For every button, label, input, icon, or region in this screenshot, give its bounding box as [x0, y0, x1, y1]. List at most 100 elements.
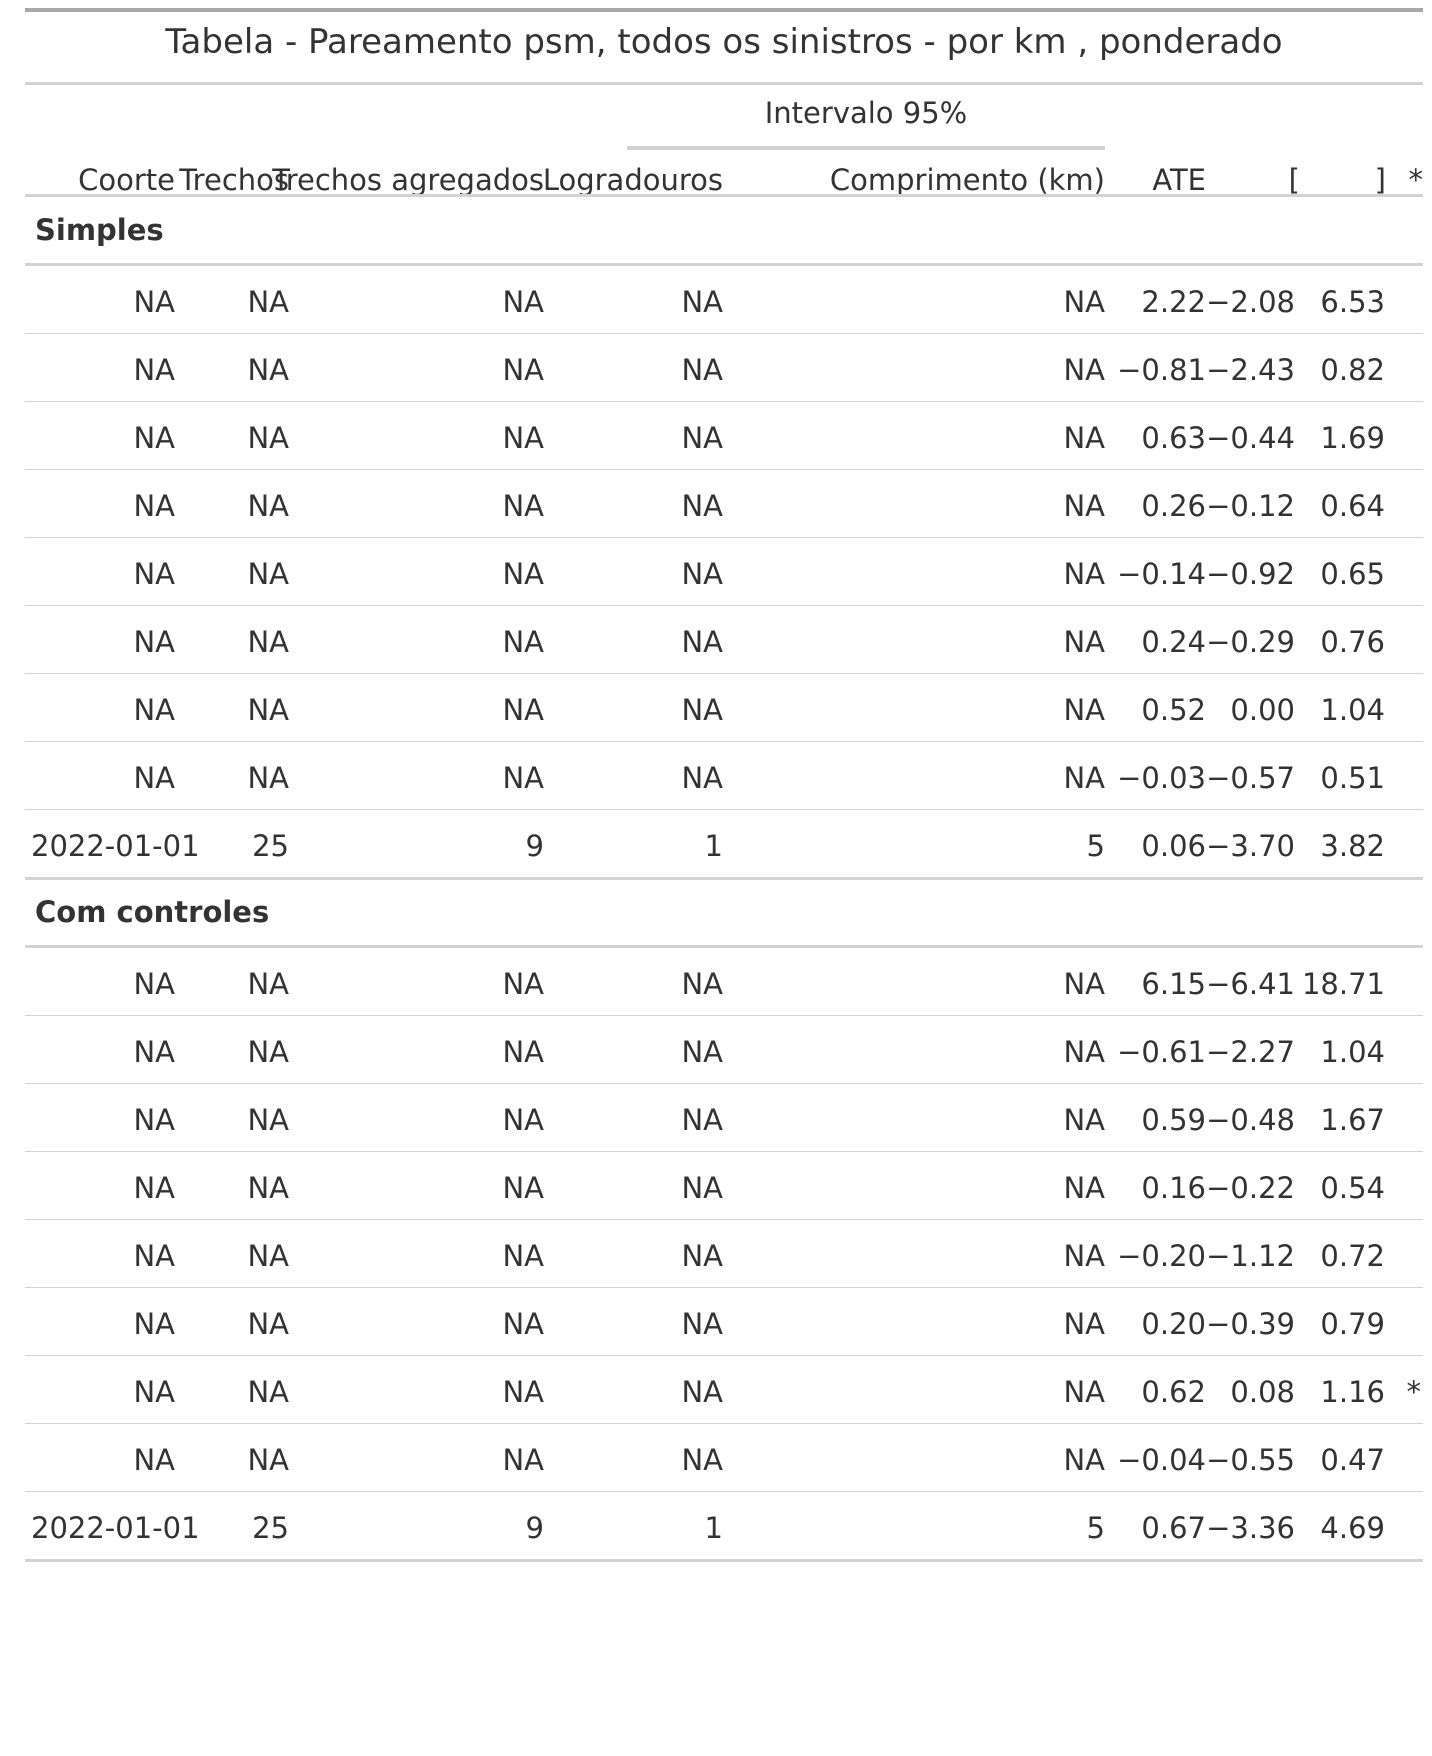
group-end-rule: [25, 877, 1423, 880]
row-separator: [25, 605, 1423, 606]
table-row: NA NA NA NA NA 0.52 0.00 1.04: [25, 675, 1423, 749]
cell-trechos: 25: [252, 1511, 289, 1545]
cell-ci-lower: 0.00: [1230, 693, 1295, 727]
table-row: NA NA NA NA NA −0.81 −2.43 0.82: [25, 335, 1423, 409]
table-row: NA NA NA NA NA 0.63 −0.44 1.69: [25, 403, 1423, 477]
cell-ci-lower: −1.12: [1206, 1239, 1295, 1273]
cell-trechos: NA: [247, 1103, 289, 1137]
cell-coorte: 2022-01-01: [31, 829, 200, 863]
cell-coorte: NA: [133, 1307, 175, 1341]
cell-trechos: NA: [247, 489, 289, 523]
cell-coorte: NA: [133, 967, 175, 1001]
cell-ate: −0.04: [1117, 1443, 1206, 1477]
cell-logradouros: NA: [681, 693, 723, 727]
cell-trechos: NA: [247, 625, 289, 659]
table-row: NA NA NA NA NA −0.14 −0.92 0.65: [25, 539, 1423, 613]
group-end-rule: [25, 1559, 1423, 1562]
col-header-ate: ATE: [1152, 163, 1206, 197]
group-rule: [25, 263, 1423, 266]
cell-trechos-agregados: NA: [502, 1443, 544, 1477]
cell-ate: 0.16: [1141, 1171, 1206, 1205]
cell-ate: −0.81: [1117, 353, 1206, 387]
cell-comprimento: 5: [1086, 829, 1105, 863]
cell-logradouros: NA: [681, 353, 723, 387]
cell-trechos-agregados: 9: [525, 1511, 544, 1545]
group-rule: [25, 945, 1423, 948]
cell-ci-upper: 1.69: [1320, 421, 1385, 455]
cell-trechos-agregados: 9: [525, 829, 544, 863]
cell-ate: 0.24: [1141, 625, 1206, 659]
cell-logradouros: NA: [681, 1239, 723, 1273]
cell-ate: −0.14: [1117, 557, 1206, 591]
group-label: Simples: [35, 213, 164, 247]
cell-trechos: NA: [247, 557, 289, 591]
cell-trechos-agregados: NA: [502, 967, 544, 1001]
table-row: NA NA NA NA NA 0.59 −0.48 1.67: [25, 1085, 1423, 1159]
table-row: NA NA NA NA NA 0.26 −0.12 0.64: [25, 471, 1423, 545]
cell-ate: −0.03: [1117, 761, 1206, 795]
cell-logradouros: NA: [681, 1307, 723, 1341]
cell-ci-lower: −0.22: [1206, 1171, 1295, 1205]
cell-ci-lower: −3.36: [1206, 1511, 1295, 1545]
cell-trechos-agregados: NA: [502, 1035, 544, 1069]
cell-coorte: NA: [133, 1035, 175, 1069]
cell-ci-lower: −0.12: [1206, 489, 1295, 523]
row-separator: [25, 741, 1423, 742]
table-row: 2022-01-01 25 9 1 5 0.06 −3.70 3.82: [25, 811, 1423, 885]
table-row: 2022-01-01 25 9 1 5 0.67 −3.36 4.69: [25, 1493, 1423, 1567]
cell-comprimento: NA: [1063, 625, 1105, 659]
cell-trechos: NA: [247, 967, 289, 1001]
cell-trechos: NA: [247, 1443, 289, 1477]
cell-ci-lower: −2.43: [1206, 353, 1295, 387]
cell-trechos: NA: [247, 693, 289, 727]
row-separator: [25, 1491, 1423, 1492]
cell-logradouros: 1: [704, 829, 723, 863]
cell-logradouros: NA: [681, 557, 723, 591]
cell-trechos-agregados: NA: [502, 1375, 544, 1409]
row-separator: [25, 809, 1423, 810]
cell-ci-upper: 0.54: [1320, 1171, 1385, 1205]
cell-trechos-agregados: NA: [502, 489, 544, 523]
cell-ci-upper: 0.72: [1320, 1239, 1385, 1273]
col-header-trechos: Trechos: [179, 163, 289, 197]
cell-logradouros: NA: [681, 421, 723, 455]
cell-ate: 0.59: [1141, 1103, 1206, 1137]
cell-comprimento: NA: [1063, 693, 1105, 727]
cell-trechos-agregados: NA: [502, 1239, 544, 1273]
table-row: NA NA NA NA NA −0.61 −2.27 1.04: [25, 1017, 1423, 1091]
row-separator: [25, 1015, 1423, 1016]
cell-coorte: NA: [133, 489, 175, 523]
cell-comprimento: NA: [1063, 1307, 1105, 1341]
row-separator: [25, 1287, 1423, 1288]
col-header-comprimento: Comprimento (km): [829, 163, 1105, 197]
cell-ci-lower: −2.08: [1206, 285, 1295, 319]
cell-ci-upper: 3.82: [1320, 829, 1385, 863]
cell-ci-lower: −0.48: [1206, 1103, 1295, 1137]
cell-comprimento: NA: [1063, 967, 1105, 1001]
row-separator: [25, 1423, 1423, 1424]
cell-comprimento: NA: [1063, 557, 1105, 591]
table-row: NA NA NA NA NA −0.03 −0.57 0.51: [25, 743, 1423, 817]
cell-ate: 0.67: [1141, 1511, 1206, 1545]
col-header-trechos-agregados: Trechos agregados: [272, 163, 544, 197]
cell-comprimento: NA: [1063, 1035, 1105, 1069]
cell-logradouros: NA: [681, 761, 723, 795]
col-header-significance: *: [1408, 163, 1424, 197]
group-label: Com controles: [35, 895, 270, 929]
title-rule: [25, 82, 1423, 85]
cell-coorte: NA: [133, 693, 175, 727]
cell-ci-upper: 0.79: [1320, 1307, 1385, 1341]
cell-trechos: NA: [247, 761, 289, 795]
cell-logradouros: NA: [681, 1375, 723, 1409]
cell-trechos-agregados: NA: [502, 557, 544, 591]
cell-comprimento: NA: [1063, 285, 1105, 319]
cell-ci-lower: −0.55: [1206, 1443, 1295, 1477]
cell-coorte: NA: [133, 353, 175, 387]
cell-ci-upper: 0.64: [1320, 489, 1385, 523]
cell-ate: 2.22: [1141, 285, 1206, 319]
cell-ate: 0.62: [1141, 1375, 1206, 1409]
cell-coorte: NA: [133, 421, 175, 455]
row-separator: [25, 469, 1423, 470]
row-separator: [25, 1219, 1423, 1220]
table-row: NA NA NA NA NA 0.24 −0.29 0.76: [25, 607, 1423, 681]
